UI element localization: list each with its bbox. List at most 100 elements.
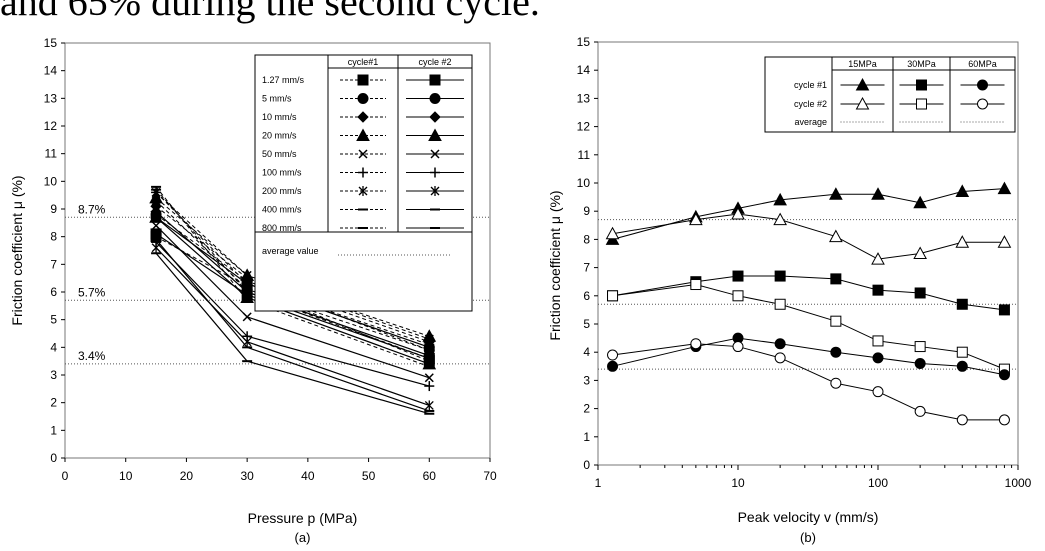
chart-a-legend-marker — [430, 186, 440, 196]
chart-b-point — [914, 405, 926, 417]
chart-a-ylabel: Friction coefficient μ (%) — [9, 175, 25, 325]
chart-a-legend-marker — [429, 93, 441, 104]
chart-b-point — [774, 270, 786, 282]
chart-a-ytick-label: 5 — [50, 313, 57, 327]
chart-a-legend-label: 20 mm/s — [262, 131, 297, 141]
chart-b-legend-marker — [977, 98, 988, 110]
chart-b-ytick-label: 4 — [583, 345, 590, 359]
chart-b-point — [871, 187, 885, 200]
chart-b-point — [829, 187, 843, 200]
chart-a-ytick-label: 9 — [50, 202, 57, 216]
chart-b-point — [732, 290, 744, 302]
chart-a-ytick-label: 1 — [50, 423, 57, 437]
chart-a-legend-marker — [358, 186, 368, 196]
chart-a-point — [151, 195, 161, 206]
chart-b-point — [690, 279, 702, 291]
chart-b-point — [732, 270, 744, 282]
chart-b-legend-column: 60MPa — [968, 59, 997, 69]
chart-b-ytick-label: 0 — [583, 458, 590, 472]
chart-a-point — [424, 373, 434, 383]
chart-a-point — [242, 336, 252, 347]
chart-b-point — [773, 192, 787, 206]
chart-a-reference-label: 8.7% — [78, 202, 106, 216]
chart-a-reference-label: 5.7% — [78, 285, 106, 299]
chart-a-xtick-label: 0 — [62, 469, 69, 483]
chart-a-xtick-label: 60 — [423, 469, 437, 483]
chart-a-point — [242, 312, 252, 322]
chart-a-legend-label: 200 mm/s — [262, 186, 302, 196]
chart-a-series-line — [155, 186, 430, 368]
chart-b-ytick-label: 9 — [583, 204, 590, 218]
chart-b-point — [690, 338, 702, 350]
chart-b-legend-marker — [855, 96, 870, 110]
chart-b-point — [774, 298, 786, 310]
chart-b-legend-column: 30MPa — [907, 59, 936, 69]
chart-a-xlabel: Pressure p (MPa) — [248, 510, 358, 526]
chart-b-point — [872, 335, 884, 347]
chart-a-legend-marker — [358, 167, 368, 178]
chart-a-ytick-label: 6 — [50, 285, 57, 299]
chart-b-legend-marker — [977, 79, 988, 91]
chart-a-legend-marker — [357, 74, 369, 86]
chart-b-legend-label: average — [794, 117, 827, 127]
chart-b-ytick-label: 5 — [583, 317, 590, 331]
chart-b-xlabel: Peak velocity v (mm/s) — [738, 509, 879, 525]
chart-b-point — [607, 360, 619, 372]
chart-b-series-line — [612, 188, 1005, 240]
chart-b-ytick-label: 10 — [577, 176, 591, 190]
chart-b-point — [955, 184, 970, 197]
chart-b-ytick-label: 6 — [583, 289, 590, 303]
chart-a-point — [424, 400, 434, 411]
chart-a-legend-column: cycle #2 — [418, 57, 451, 67]
chart-a-legend-marker — [357, 93, 369, 104]
chart-a-legend-label: 800 mm/s — [262, 223, 302, 233]
chart-a-ytick-label: 12 — [44, 119, 58, 133]
chart-b-point — [997, 235, 1012, 248]
chart-b-ytick-label: 15 — [577, 35, 591, 49]
chart-a-legend-marker — [430, 149, 440, 159]
chart-b-point — [914, 357, 926, 369]
chart-b-ytick-label: 11 — [578, 148, 591, 162]
chart-a-ytick-label: 2 — [50, 396, 57, 410]
chart-b-point — [997, 181, 1012, 195]
chart-b-legend-label: cycle #2 — [794, 99, 827, 109]
chart-b-xtick-label: 1000 — [1005, 476, 1032, 490]
chart-a-legend-column: cycle#1 — [348, 57, 379, 67]
chart-b-point — [773, 212, 787, 226]
chart-b-point — [872, 352, 884, 364]
chart-b-legend-marker — [916, 79, 927, 91]
chart-a-ytick-label: 8 — [50, 230, 57, 244]
chart-b-point — [998, 304, 1010, 316]
chart-b-point — [689, 212, 703, 226]
chart-a-point — [242, 270, 252, 280]
chart-b-point — [774, 352, 786, 364]
chart-b-point — [607, 290, 619, 302]
chart-a-legend-label: 1.27 mm/s — [262, 75, 305, 85]
chart-b-point — [731, 206, 745, 220]
chart-b-point — [872, 386, 884, 398]
chart-a-point — [424, 334, 434, 344]
chart-a-point — [424, 381, 435, 392]
chart-b-point — [830, 377, 842, 389]
chart-a-legend-marker — [430, 167, 440, 178]
chart-b-ytick-label: 13 — [577, 91, 591, 105]
chart-b-point — [914, 341, 926, 353]
chart-b-point — [956, 414, 968, 426]
chart-a-legend-label: 400 mm/s — [262, 205, 302, 215]
chart-a-legend-label: 50 mm/s — [262, 149, 297, 159]
chart-b-point — [607, 349, 619, 361]
chart-b-point — [998, 369, 1010, 381]
chart-b-ytick-label: 14 — [577, 63, 591, 77]
chart-b-plot-area — [597, 41, 1019, 466]
chart-a-xtick-label: 30 — [240, 469, 254, 483]
chart-a-legend-label: 5 mm/s — [262, 94, 292, 104]
chart-a-ytick-label: 3 — [50, 368, 57, 382]
chart-b-ytick-label: 8 — [583, 232, 590, 246]
chart-b-legend-marker — [855, 77, 870, 91]
chart-b-point — [732, 341, 744, 353]
chart-b-point — [830, 346, 842, 358]
chart-a-ytick-label: 14 — [44, 64, 58, 78]
chart-b-point — [955, 235, 970, 248]
chart-b-point — [913, 195, 927, 209]
chart-a-xtick-label: 50 — [362, 469, 376, 483]
